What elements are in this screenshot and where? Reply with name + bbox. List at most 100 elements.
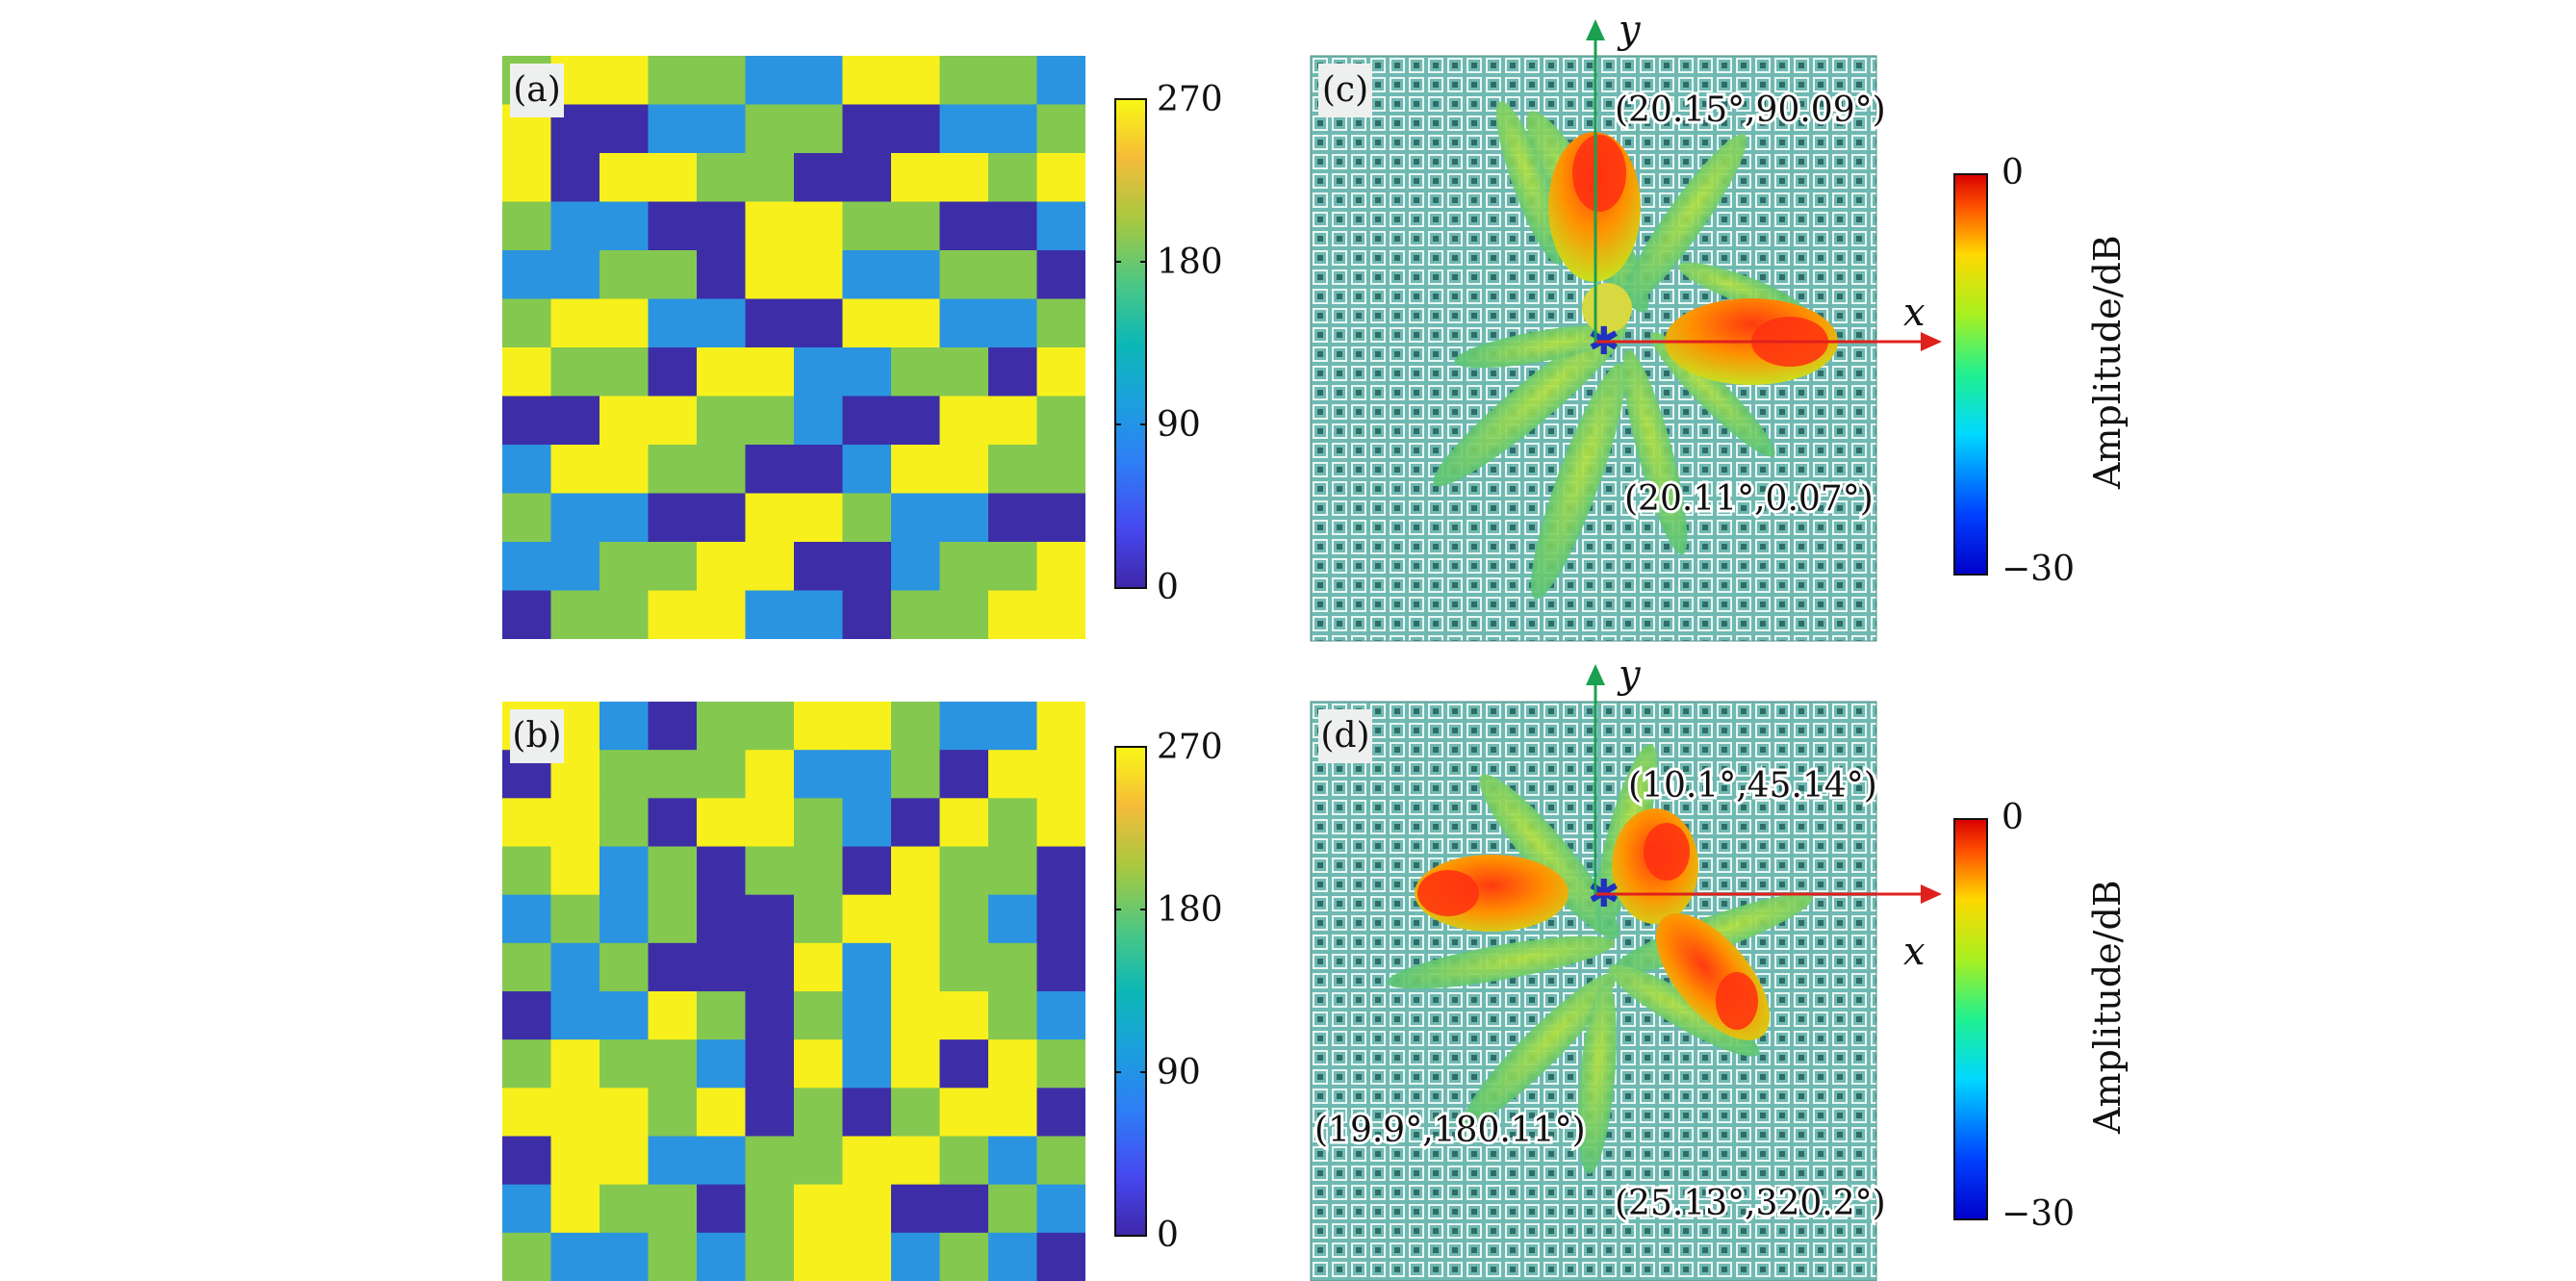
coding-cell — [939, 201, 989, 251]
coding-cell — [599, 445, 650, 495]
coding-cell — [891, 201, 941, 251]
colorbar-a-tick-180: 180 — [1157, 243, 1223, 282]
coding-cell — [697, 1039, 747, 1089]
coding-cell — [1036, 590, 1085, 639]
coding-cell — [842, 1184, 892, 1234]
coding-cell — [1036, 894, 1085, 944]
coding-cell — [988, 542, 1038, 592]
coding-cell — [988, 445, 1038, 495]
coding-cell — [697, 1136, 747, 1186]
coding-cell — [648, 942, 698, 992]
coding-cell — [1036, 1184, 1085, 1234]
coding-cell — [939, 396, 989, 446]
coding-cell — [745, 1088, 795, 1138]
coding-pattern-a — [502, 56, 1085, 639]
coding-cell — [648, 542, 698, 592]
coding-cell — [697, 104, 747, 154]
y-axis-label-c: y — [1617, 8, 1642, 52]
coding-cell — [988, 702, 1038, 751]
coding-cell — [794, 201, 844, 251]
beam-angle-c-1: (20.15°,90.09°) — [1615, 90, 1886, 130]
coding-cell — [1036, 1039, 1085, 1089]
coding-cell — [599, 56, 650, 106]
coding-cell — [648, 347, 698, 397]
coding-cell — [745, 201, 795, 251]
coding-cell — [697, 201, 747, 251]
coding-cell — [794, 846, 844, 896]
coding-cell — [939, 1136, 989, 1186]
coding-cell — [648, 1039, 698, 1089]
coding-cell — [745, 153, 795, 203]
coding-cell — [794, 894, 844, 944]
beam-angle-d-1: (10.1°,45.14°) — [1628, 766, 1877, 806]
coding-cell — [939, 750, 989, 799]
coding-cell — [842, 846, 892, 896]
coding-cell — [1036, 298, 1085, 348]
coding-cell — [745, 298, 795, 348]
coding-cell — [794, 250, 844, 300]
coding-cell — [599, 1232, 650, 1281]
coding-cell — [697, 445, 747, 495]
coding-cell — [745, 104, 795, 154]
coding-cell — [1036, 104, 1085, 154]
coding-cell — [745, 445, 795, 495]
coding-cell — [550, 942, 600, 992]
coding-cell — [697, 894, 747, 944]
coding-cell — [842, 493, 892, 543]
coding-cell — [939, 846, 989, 896]
coding-cell — [794, 153, 844, 203]
coding-cell — [794, 298, 844, 348]
coding-cell — [891, 445, 941, 495]
coding-cell — [1036, 991, 1085, 1040]
coding-cell — [1036, 1088, 1085, 1138]
beam-angle-d-3: (25.13°,320.2°) — [1615, 1184, 1886, 1223]
coding-cell — [599, 846, 650, 896]
amp-colorbar-d-tick-max: 0 — [2002, 798, 2024, 837]
coding-cell — [745, 991, 795, 1040]
coding-cell — [648, 396, 698, 446]
coding-cell — [648, 298, 698, 348]
coding-cell — [599, 201, 650, 251]
coding-cell — [891, 750, 941, 799]
annotations-d: y x (10.1°,45.14°) (19.9°,180.11°) (25.1… — [1312, 653, 1926, 1226]
coding-cell — [502, 153, 552, 203]
coding-cell — [502, 1184, 552, 1234]
coding-cell — [891, 1136, 941, 1186]
coding-pattern-b — [502, 702, 1085, 1281]
coding-cell — [1036, 493, 1085, 543]
x-axis-label-d: x — [1903, 930, 1926, 974]
coding-cell — [891, 1232, 941, 1281]
coding-cell — [939, 542, 989, 592]
coding-cell — [599, 991, 650, 1040]
coding-cell — [1036, 396, 1085, 446]
coding-cell — [697, 1184, 747, 1234]
coding-cell — [891, 702, 941, 751]
coding-cell — [891, 798, 941, 848]
beam-angle-d-2: (19.9°,180.11°) — [1314, 1111, 1586, 1150]
colorbar-a-tick-270: 270 — [1157, 80, 1223, 119]
coding-cell — [697, 493, 747, 543]
coding-cell — [697, 750, 747, 799]
amp-colorbar-d-title: Amplitude/dB — [2086, 880, 2129, 1134]
coding-cell — [842, 1088, 892, 1138]
coding-cell — [842, 56, 892, 106]
coding-cell — [988, 250, 1038, 300]
coding-cell — [939, 1088, 989, 1138]
coding-cell — [842, 1232, 892, 1281]
coding-cell — [891, 894, 941, 944]
coding-cell — [697, 1232, 747, 1281]
farfield-pattern-d: ✱ — [1310, 664, 1942, 1281]
coding-cell — [502, 1136, 552, 1186]
coding-cell — [599, 590, 650, 639]
coding-cell — [1036, 445, 1085, 495]
coding-cell — [939, 991, 989, 1040]
coding-cell — [891, 846, 941, 896]
coding-cell — [842, 991, 892, 1040]
coding-cell — [842, 702, 892, 751]
coding-cell — [550, 846, 600, 896]
coding-cell — [648, 1088, 698, 1138]
coding-cell — [550, 201, 600, 251]
coding-cell — [697, 942, 747, 992]
coding-cell — [745, 1184, 795, 1234]
coding-cell — [502, 991, 552, 1040]
